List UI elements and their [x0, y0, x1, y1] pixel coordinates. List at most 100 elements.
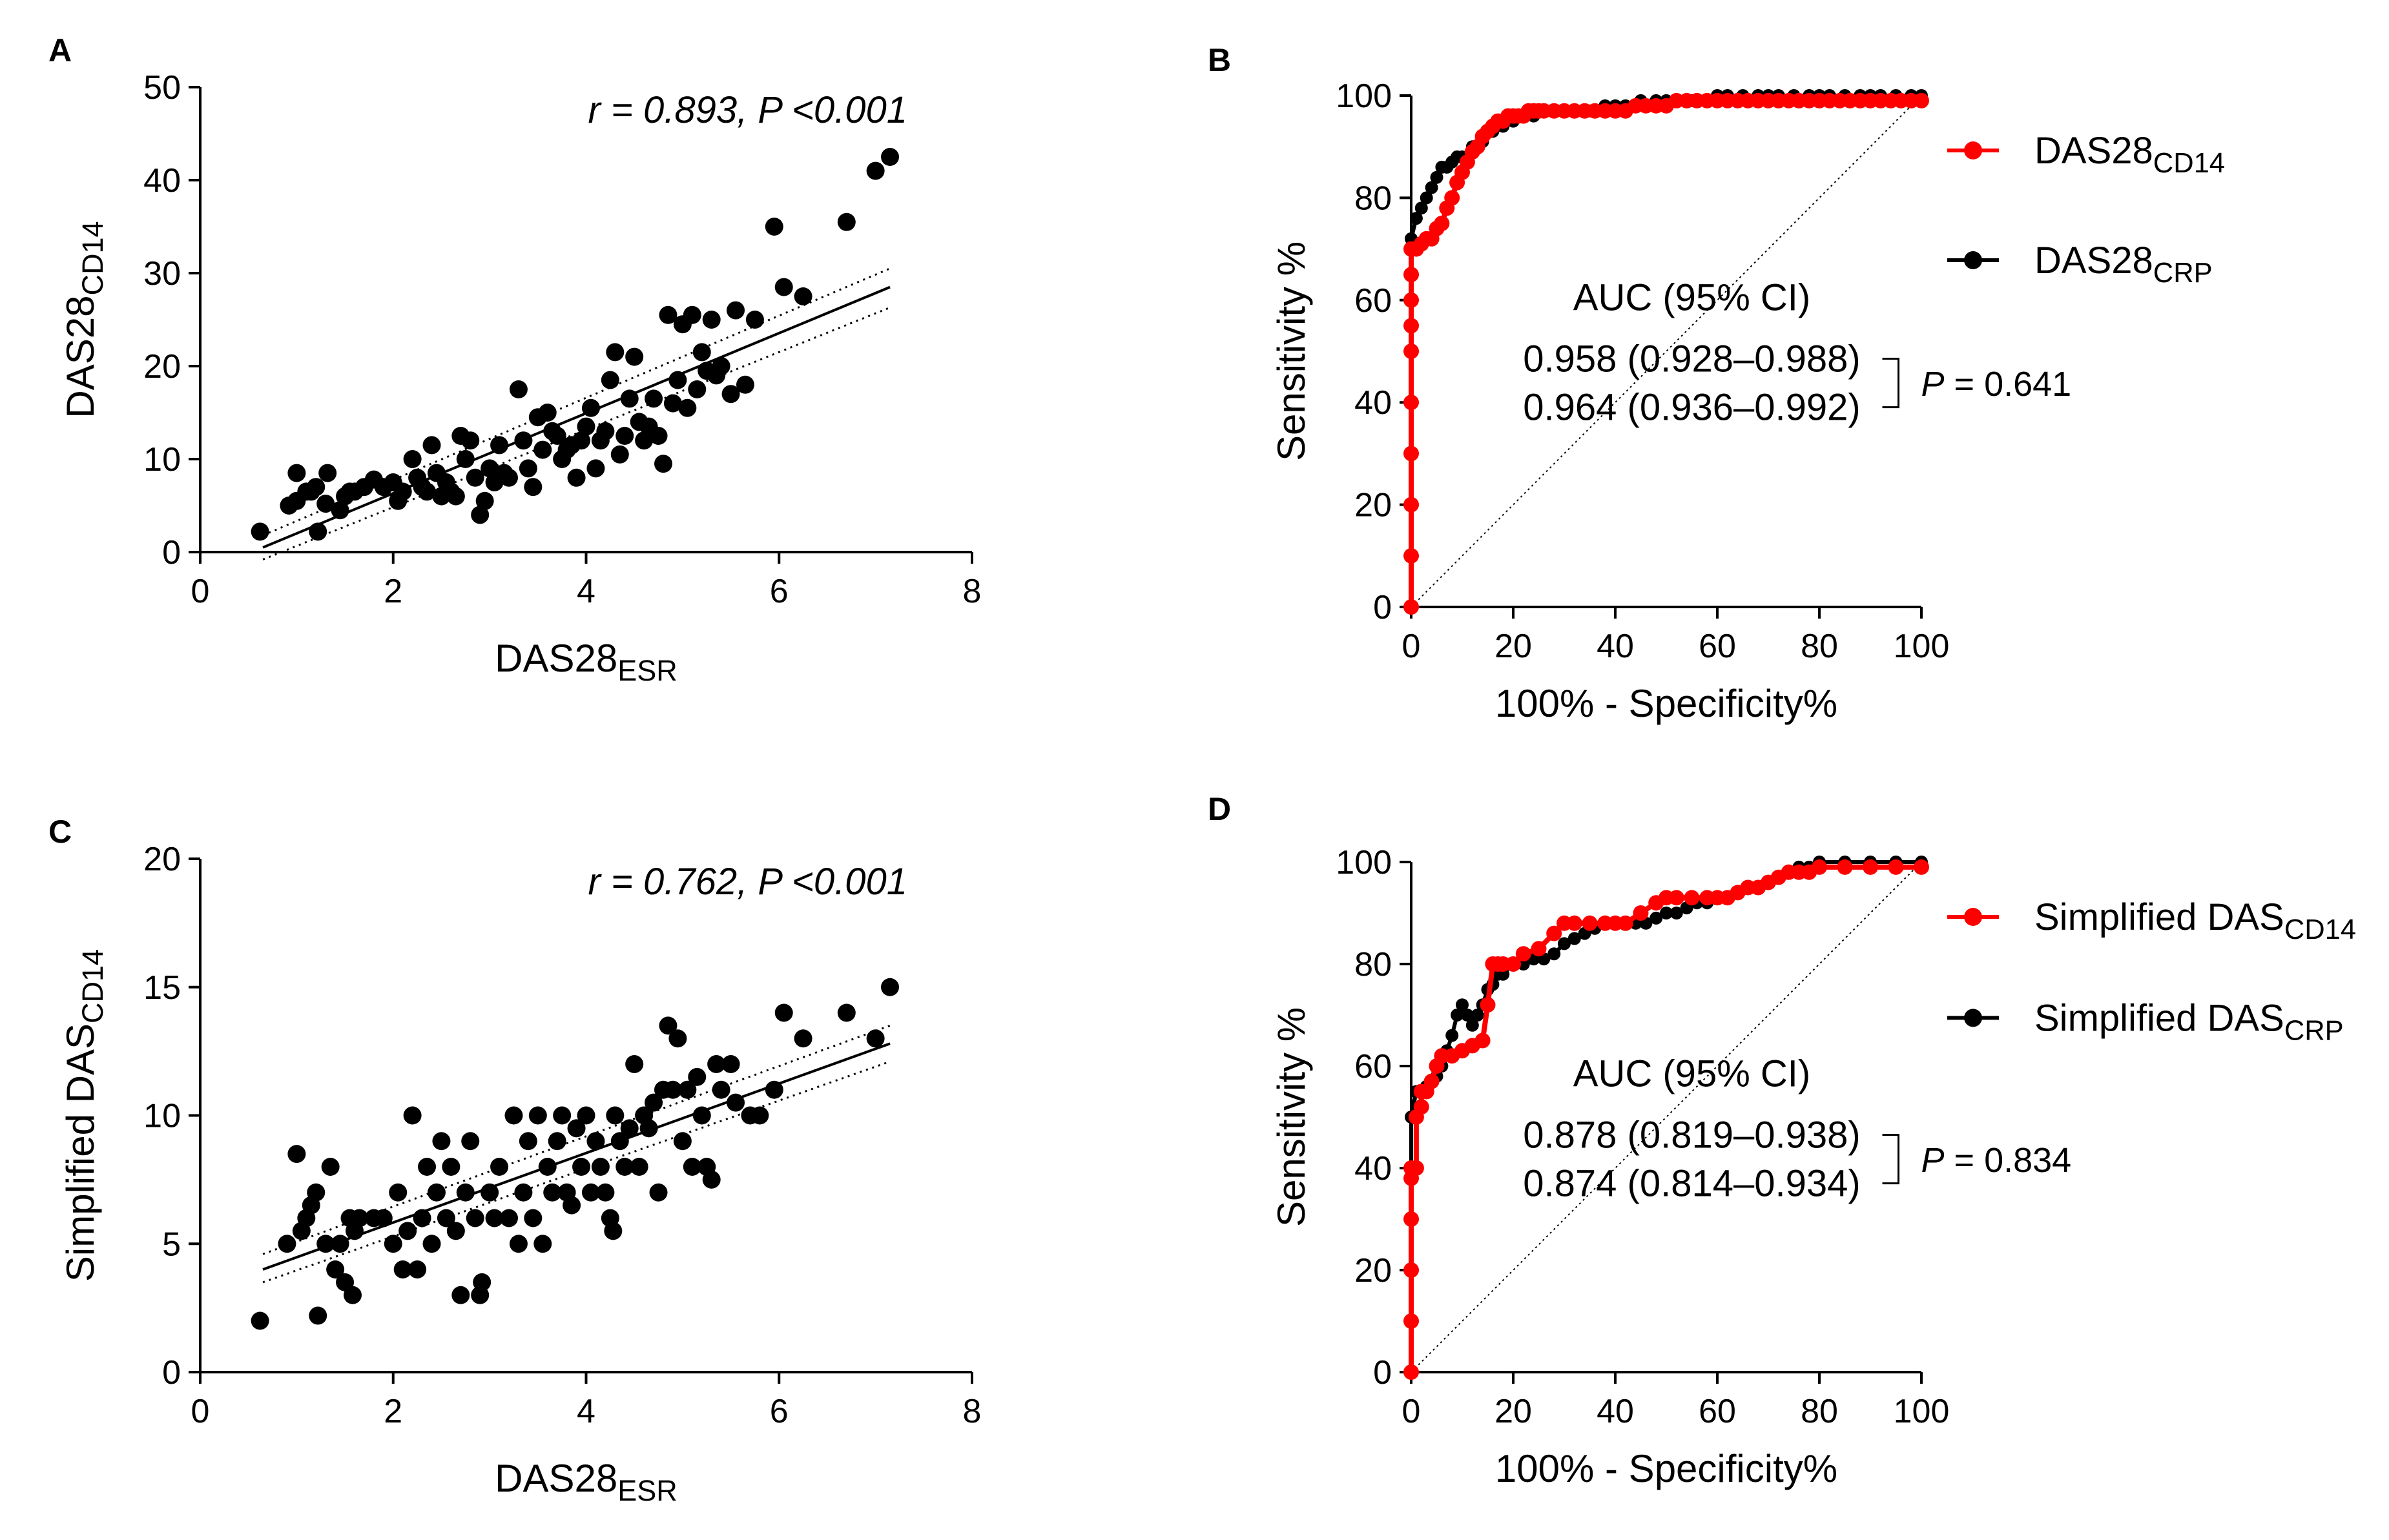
x-axis-label: 100% - Specificity%	[1495, 682, 1837, 725]
data-point	[456, 450, 475, 468]
data-point	[610, 1132, 629, 1151]
data-point	[451, 1286, 470, 1304]
y-axis-label-main: Simplified DAS	[59, 1023, 102, 1282]
legend-label-subscript: CRP	[2153, 258, 2213, 289]
data-point	[586, 459, 605, 478]
data-point	[514, 431, 533, 450]
y-axis-label-subscript: CD14	[76, 221, 109, 295]
legend-marker	[1964, 251, 1982, 269]
data-point	[466, 468, 484, 487]
p-value: P = 0.641	[1921, 365, 2072, 404]
data-point	[316, 495, 335, 513]
legend-label: Simplified DASCRP	[2034, 997, 2344, 1046]
x-tick-label: 8	[963, 1393, 982, 1430]
data-point	[615, 1158, 634, 1176]
data-point	[866, 1029, 885, 1048]
roc-point	[1403, 395, 1419, 411]
data-point	[678, 1080, 697, 1099]
x-tick-label: 40	[1597, 1393, 1634, 1430]
roc-point	[1444, 190, 1460, 206]
ci-lower-line	[262, 1060, 891, 1284]
y-axis-label-main: DAS28	[59, 295, 102, 418]
data-point	[581, 1183, 600, 1202]
y-tick-label: 80	[1354, 946, 1392, 983]
y-tick-label: 80	[1354, 180, 1392, 217]
data-point	[519, 1132, 537, 1151]
data-point	[572, 431, 591, 450]
roc-point	[1403, 497, 1419, 513]
roc-point	[1471, 1009, 1484, 1022]
roc-point	[1515, 946, 1531, 962]
roc-point	[1403, 318, 1419, 334]
roc-point	[1684, 890, 1700, 906]
roc-point	[1403, 1364, 1419, 1380]
data-point	[553, 1106, 572, 1125]
x-tick-label: 2	[384, 573, 402, 610]
data-point	[318, 464, 337, 482]
data-point	[548, 427, 566, 445]
data-point	[586, 1132, 605, 1151]
x-axis-label-subscript: ESR	[617, 1474, 677, 1507]
legend-item-cd14: Simplified DASCD14	[1947, 896, 2356, 945]
data-point	[794, 287, 812, 305]
legend-item-cd14: DAS28CD14	[1947, 130, 2225, 179]
data-point	[466, 1209, 484, 1227]
p-value-number: = 0.834	[1945, 1141, 2072, 1180]
data-point	[610, 445, 629, 464]
data-point	[403, 1106, 422, 1125]
data-point	[500, 468, 518, 487]
y-tick-label: 100	[1336, 77, 1392, 115]
x-tick-label: 0	[1402, 1393, 1421, 1430]
roc-point	[1403, 292, 1419, 308]
panel-label: B	[1208, 42, 1231, 78]
data-point	[712, 357, 730, 375]
roc-point	[1480, 997, 1496, 1013]
data-point	[374, 1209, 393, 1227]
data-point	[331, 1235, 349, 1253]
data-point	[481, 1183, 499, 1202]
data-point	[683, 305, 701, 324]
roc-point	[1531, 941, 1547, 957]
roc-point	[1547, 947, 1561, 961]
data-point	[678, 398, 697, 417]
y-tick-label: 5	[162, 1226, 181, 1263]
data-point	[418, 482, 437, 501]
legend-marker	[1964, 1009, 1982, 1027]
x-axis-label: DAS28ESR	[495, 637, 677, 687]
panel-label: C	[48, 814, 72, 850]
data-point	[765, 218, 783, 236]
data-point	[533, 1235, 552, 1253]
data-point	[519, 459, 537, 478]
data-point	[326, 1260, 345, 1278]
data-point	[287, 1145, 306, 1164]
data-point	[692, 343, 711, 362]
legend-label: Simplified DASCD14	[2034, 896, 2356, 945]
data-point	[702, 1170, 721, 1189]
data-point	[475, 491, 494, 510]
x-tick-label: 8	[963, 573, 982, 610]
data-point	[422, 1235, 441, 1253]
regression-line	[262, 285, 891, 549]
data-point	[251, 522, 269, 541]
roc-point	[1403, 344, 1419, 359]
roc-point	[1445, 1029, 1459, 1042]
data-point	[442, 1158, 460, 1176]
y-tick-label: 0	[1373, 1354, 1392, 1391]
data-point	[837, 212, 856, 231]
data-point	[567, 468, 586, 487]
data-point	[601, 371, 619, 389]
data-point	[866, 161, 885, 180]
data-point	[659, 305, 677, 324]
data-point	[668, 1029, 687, 1048]
panel-label: D	[1208, 791, 1231, 827]
data-point	[418, 1158, 437, 1176]
auc-value-red: 0.958 (0.928–0.988)	[1523, 338, 1860, 380]
data-point	[331, 501, 349, 520]
y-tick-label: 100	[1336, 844, 1392, 881]
roc-point	[1617, 915, 1633, 931]
data-point	[427, 1183, 446, 1202]
data-point	[774, 278, 793, 296]
x-tick-label: 80	[1801, 628, 1838, 665]
x-tick-label: 4	[577, 573, 595, 610]
